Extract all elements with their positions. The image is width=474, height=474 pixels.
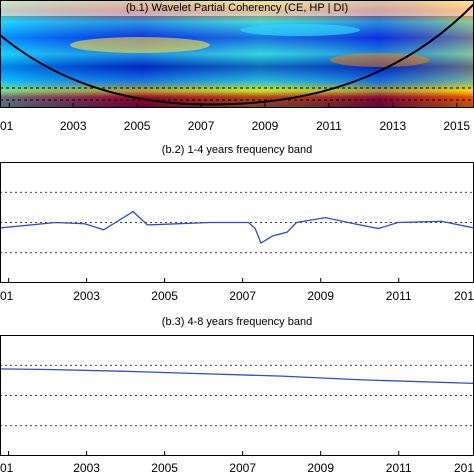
data-line — [0, 368, 474, 385]
cone-of-influence — [0, 3, 474, 106]
x-tick-label: 2005 — [124, 119, 151, 133]
x-tick-label: 2007 — [188, 119, 215, 133]
x-tick-label: 2005 — [151, 461, 178, 474]
x-tick-label: 2003 — [73, 289, 100, 303]
x-tick-label: 2011 — [316, 119, 342, 133]
chart-title: (b.2) 1-4 years frequency band — [162, 144, 312, 156]
heatmap-patch — [240, 24, 360, 36]
data-line — [0, 210, 474, 245]
x-tick-label: 2009 — [307, 289, 334, 303]
x-tick-label: 2003 — [73, 461, 100, 474]
x-tick-label: 01 — [0, 119, 14, 133]
x-tick-label: 01 — [0, 289, 14, 303]
x-tick-label: 2015 — [443, 119, 470, 133]
x-tick-label: 2011 — [386, 289, 412, 303]
chart-title: (b.1) Wavelet Partial Coherency (CE, HP … — [126, 2, 348, 14]
x-tick-label: 2013 — [379, 119, 406, 133]
x-tick-label: 201 — [454, 461, 474, 474]
heatmap-patch — [330, 53, 430, 67]
x-tick-label: 2007 — [229, 289, 256, 303]
x-tick-label: 2011 — [386, 461, 412, 474]
x-tick-label: 2007 — [229, 461, 256, 474]
x-tick-label: 2009 — [307, 461, 334, 474]
wavelet-map — [0, 0, 474, 108]
x-tick-label: 2003 — [60, 119, 87, 133]
title-band — [0, 0, 474, 16]
x-tick-label: 01 — [0, 461, 14, 474]
x-tick-label: 2009 — [252, 119, 279, 133]
chart-title: (b.3) 4-8 years frequency band — [162, 316, 312, 328]
x-tick-label: 201 — [454, 289, 474, 303]
heatmap-patch — [70, 37, 210, 53]
x-tick-label: 2005 — [151, 289, 178, 303]
